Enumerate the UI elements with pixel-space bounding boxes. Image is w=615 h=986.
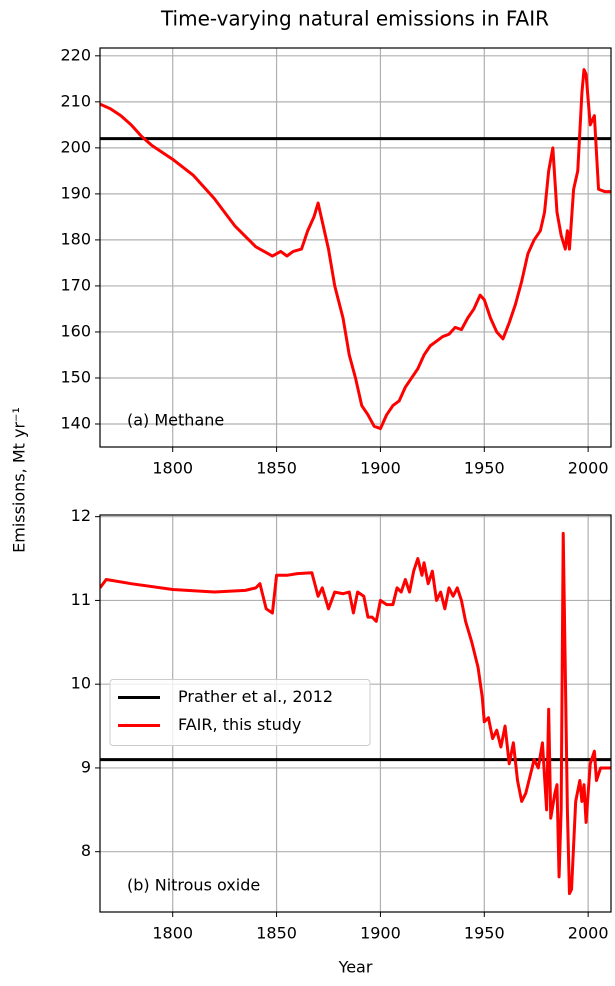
legend-label: Prather et al., 2012 — [178, 687, 333, 706]
x-tick-label: 1900 — [360, 924, 401, 943]
legend-label: FAIR, this study — [178, 715, 301, 734]
x-tick-label: 1850 — [256, 924, 297, 943]
plot-area — [100, 531, 611, 896]
x-tick-label: 1800 — [152, 924, 193, 943]
line-series — [100, 531, 611, 896]
y-tick-label: 8 — [81, 841, 91, 860]
annotation: (b) Nitrous oxide — [127, 876, 260, 895]
x-tick-label: 1950 — [464, 459, 505, 478]
y-tick-label: 150 — [60, 367, 91, 386]
axes-frame — [99, 514, 612, 913]
annotation: (a) Methane — [127, 411, 224, 430]
x-tick-label: 2000 — [568, 924, 609, 943]
y-tick-label: 12 — [71, 506, 91, 525]
x-tick-label: 1850 — [256, 459, 297, 478]
y-tick-label: 10 — [71, 674, 91, 693]
y-tick-label: 11 — [71, 590, 91, 609]
y-tick-label: 210 — [60, 91, 91, 110]
x-tick-label: 1950 — [464, 924, 505, 943]
y-tick-label: 140 — [60, 413, 91, 432]
y-tick-label: 160 — [60, 321, 91, 340]
line-series — [100, 68, 611, 431]
x-tick-label: 2000 — [568, 459, 609, 478]
x-axis-label: Year — [338, 958, 373, 977]
y-axis-label: Emissions, Mt yr⁻¹ — [10, 407, 29, 553]
y-tick-label: 170 — [60, 275, 91, 294]
y-tick-label: 9 — [81, 757, 91, 776]
x-tick-label: 1900 — [360, 459, 401, 478]
y-tick-label: 220 — [60, 45, 91, 64]
figure-title: Time-varying natural emissions in FAIR — [160, 7, 549, 31]
axes-frame — [99, 47, 612, 448]
y-tick-label: 200 — [60, 137, 91, 156]
plot-area — [100, 68, 611, 431]
y-tick-label: 190 — [60, 183, 91, 202]
x-tick-label: 1800 — [152, 459, 193, 478]
legend-box — [109, 679, 371, 746]
y-tick-label: 180 — [60, 229, 91, 248]
